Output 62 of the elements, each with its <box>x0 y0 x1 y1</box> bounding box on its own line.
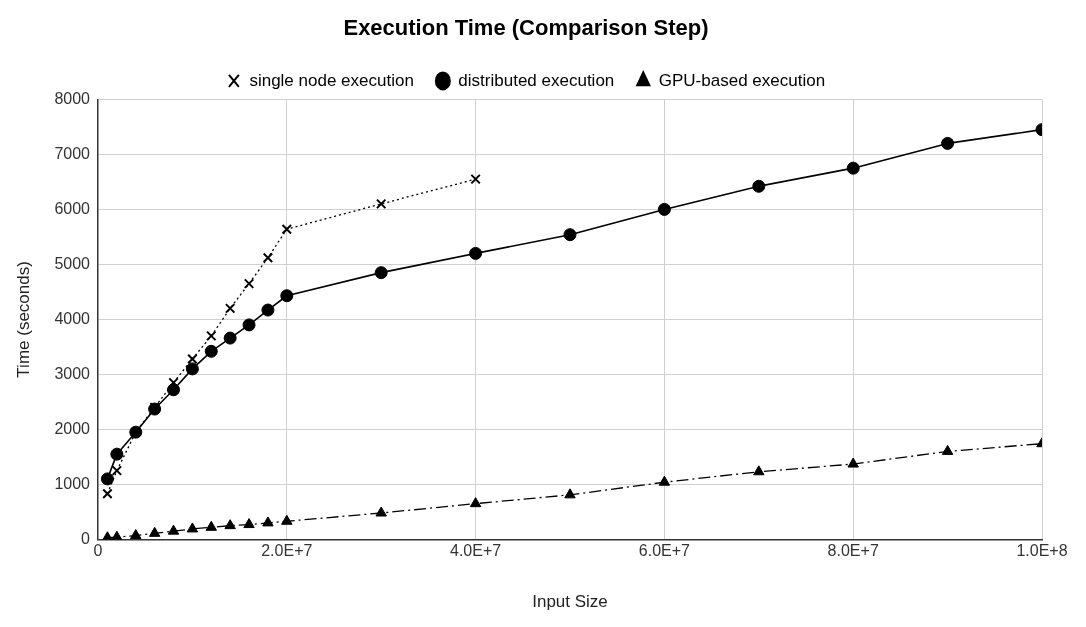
point <box>167 524 180 535</box>
point <box>563 228 577 242</box>
point <box>243 278 255 289</box>
point <box>657 202 671 216</box>
y-tick-label: 6000 <box>54 199 91 217</box>
point <box>658 475 671 486</box>
point <box>469 497 482 508</box>
point <box>224 303 236 314</box>
point <box>110 447 124 461</box>
x-tick-label: 6.0E+7 <box>638 542 691 560</box>
y-tick-label: 8000 <box>54 89 91 107</box>
x-tick-label: 1.0E+8 <box>1016 542 1068 560</box>
y-tick-label: 3000 <box>54 364 91 382</box>
point <box>185 362 199 376</box>
y-tick-label: 5000 <box>54 254 91 272</box>
y-tick-label: 4000 <box>54 309 91 327</box>
point <box>205 520 217 531</box>
point <box>941 136 955 150</box>
point <box>262 516 274 527</box>
point <box>470 173 481 185</box>
y-tick-label: 0 <box>81 529 91 547</box>
x-axis-title: Input Size <box>532 592 608 612</box>
y-tick-label: 2000 <box>54 419 91 437</box>
point <box>847 457 859 468</box>
point <box>223 331 237 345</box>
point <box>186 522 199 533</box>
point <box>206 330 217 342</box>
x-tick-label: 4.0E+7 <box>450 542 502 560</box>
point <box>100 472 114 486</box>
point <box>375 506 387 517</box>
point <box>846 161 860 175</box>
point <box>111 465 123 476</box>
x-tick-label: 0 <box>93 542 103 560</box>
point <box>243 518 255 529</box>
point <box>375 198 387 210</box>
legend-label: distributed execution <box>458 70 615 90</box>
point <box>374 266 388 280</box>
y-tick-label: 7000 <box>54 144 91 162</box>
point <box>242 318 256 332</box>
point <box>148 526 161 537</box>
point <box>752 179 766 193</box>
legend-label: GPU-based execution <box>658 70 826 90</box>
point <box>187 353 198 365</box>
y-axis-title: Time (seconds) <box>13 261 33 378</box>
x-tick-label: 2.0E+7 <box>261 542 313 560</box>
point <box>753 465 765 476</box>
point <box>564 488 576 499</box>
point <box>102 488 113 499</box>
point <box>204 344 218 358</box>
y-tick-label: 1000 <box>54 474 91 492</box>
point <box>281 223 293 235</box>
point <box>224 519 236 530</box>
point <box>469 246 483 260</box>
point <box>280 289 294 303</box>
legend-label: single node execution <box>249 70 414 90</box>
point <box>130 529 142 540</box>
point <box>262 252 274 264</box>
chart-title: Execution Time (Comparison Step) <box>343 15 709 41</box>
point <box>281 514 293 525</box>
x-tick-label: 8.0E+7 <box>827 542 879 560</box>
point <box>261 303 275 317</box>
point <box>941 444 954 455</box>
